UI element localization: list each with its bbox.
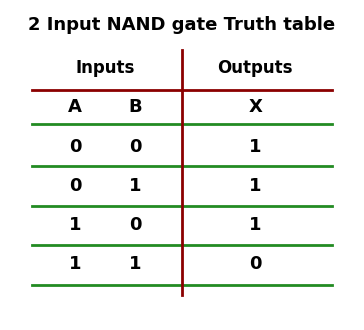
Text: 1: 1 [249,138,262,156]
Text: 0: 0 [69,138,82,156]
Text: 1: 1 [69,216,82,234]
Text: Inputs: Inputs [76,59,135,77]
Text: X: X [248,98,262,115]
Text: A: A [68,98,82,115]
Text: 0: 0 [129,138,142,156]
Text: 0: 0 [129,216,142,234]
Text: 1: 1 [249,216,262,234]
Text: 0: 0 [249,255,262,273]
Text: 1: 1 [249,177,262,195]
Text: Outputs: Outputs [218,59,293,77]
Text: B: B [128,98,142,115]
Text: 1: 1 [69,255,82,273]
Text: 0: 0 [69,177,82,195]
Text: 2 Input NAND gate Truth table: 2 Input NAND gate Truth table [28,16,336,35]
Text: 1: 1 [129,255,142,273]
Text: 1: 1 [129,177,142,195]
